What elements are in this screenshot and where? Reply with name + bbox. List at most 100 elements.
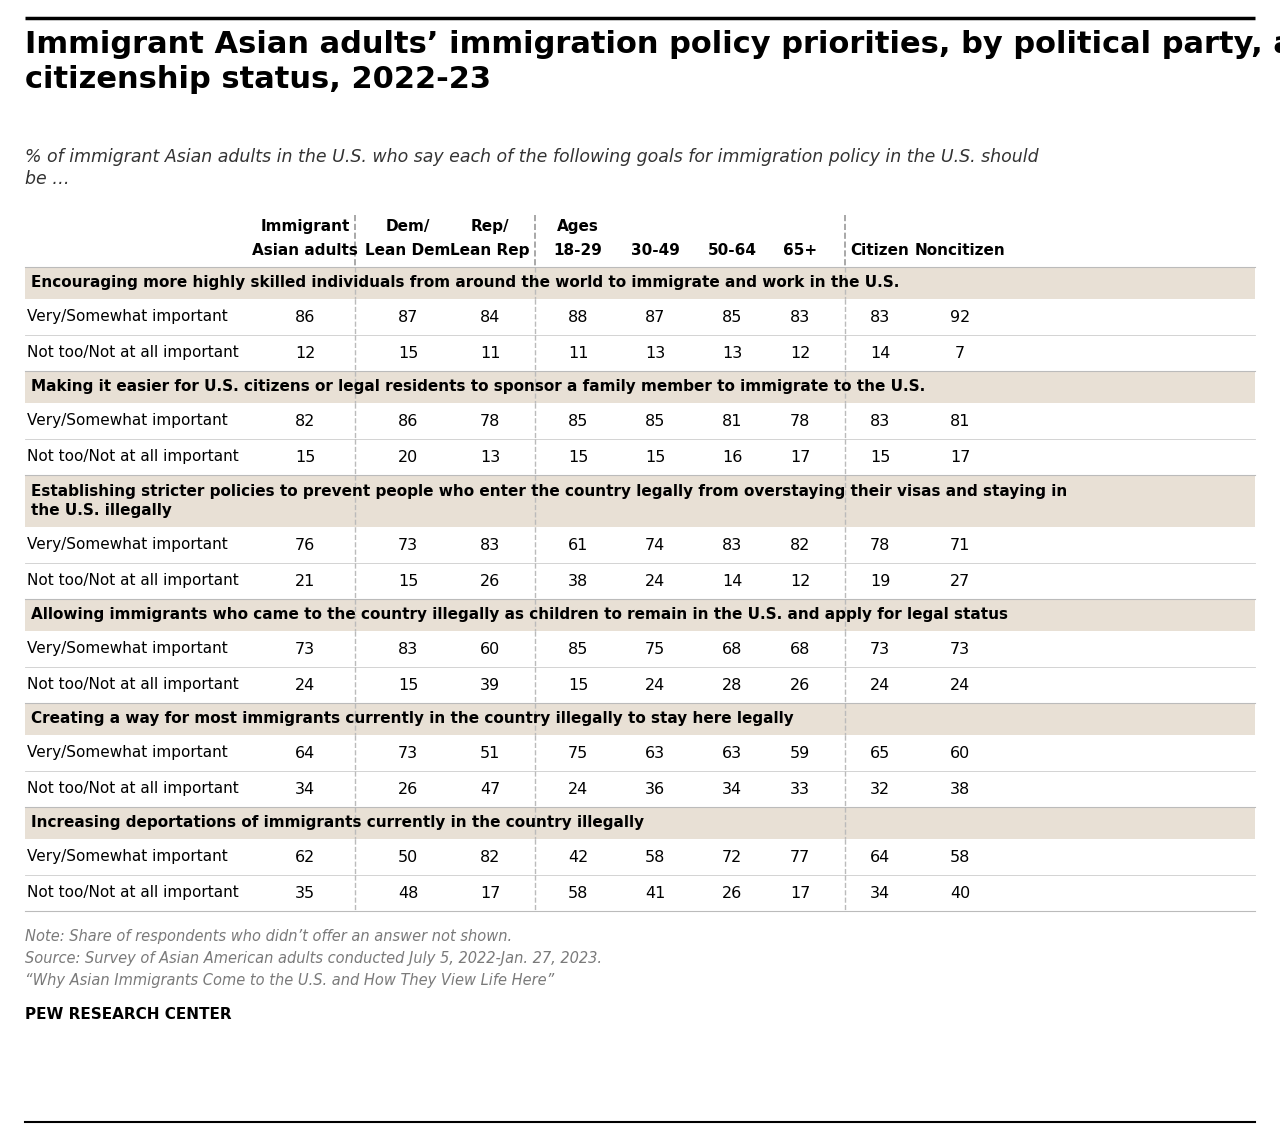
Text: Not too/Not at all important: Not too/Not at all important [27, 782, 239, 797]
Text: 18-29: 18-29 [553, 243, 603, 258]
Text: Not too/Not at all important: Not too/Not at all important [27, 886, 239, 901]
Bar [26, 475, 1254, 527]
Text: 65+: 65+ [783, 243, 817, 258]
Text: 84: 84 [480, 309, 500, 325]
Text: Noncitizen: Noncitizen [915, 243, 1005, 258]
Text: “Why Asian Immigrants Come to the U.S. and How They View Life Here”: “Why Asian Immigrants Come to the U.S. a… [26, 974, 554, 988]
Text: 76: 76 [294, 537, 315, 553]
Text: Lean Rep: Lean Rep [451, 243, 530, 258]
Text: 72: 72 [722, 849, 742, 864]
Text: 88: 88 [568, 309, 589, 325]
Text: Ages: Ages [557, 219, 599, 234]
Text: 48: 48 [398, 886, 419, 901]
Text: 73: 73 [870, 642, 890, 657]
Text: Very/Somewhat important: Very/Somewhat important [27, 849, 228, 864]
Text: Citizen: Citizen [851, 243, 909, 258]
Text: 15: 15 [398, 573, 419, 588]
Text: 32: 32 [870, 782, 890, 797]
Text: 83: 83 [398, 642, 419, 657]
Text: 39: 39 [480, 677, 500, 692]
Text: 78: 78 [790, 414, 810, 429]
Text: Immigrant Asian adults’ immigration policy priorities, by political party, age a: Immigrant Asian adults’ immigration poli… [26, 30, 1280, 93]
Text: 15: 15 [870, 449, 890, 464]
Text: 38: 38 [568, 573, 588, 588]
Text: 59: 59 [790, 746, 810, 760]
Text: 15: 15 [568, 677, 589, 692]
Text: 58: 58 [645, 849, 666, 864]
Bar [26, 267, 1254, 299]
Text: 11: 11 [568, 345, 589, 360]
Text: Very/Somewhat important: Very/Somewhat important [27, 414, 228, 429]
Text: Establishing stricter policies to prevent people who enter the country legally f: Establishing stricter policies to preven… [31, 484, 1068, 518]
Text: 68: 68 [790, 642, 810, 657]
Text: 17: 17 [950, 449, 970, 464]
Text: 13: 13 [645, 345, 666, 360]
Text: 58: 58 [568, 886, 589, 901]
Text: 87: 87 [645, 309, 666, 325]
Text: 47: 47 [480, 782, 500, 797]
Text: 85: 85 [568, 414, 589, 429]
Text: 78: 78 [870, 537, 890, 553]
Text: Not too/Not at all important: Not too/Not at all important [27, 449, 239, 464]
Text: 19: 19 [870, 573, 890, 588]
Text: 36: 36 [645, 782, 666, 797]
Text: 77: 77 [790, 849, 810, 864]
Text: 40: 40 [950, 886, 970, 901]
Bar [26, 703, 1254, 735]
Text: Not too/Not at all important: Not too/Not at all important [27, 677, 239, 692]
Text: 14: 14 [722, 573, 742, 588]
Text: 26: 26 [722, 886, 742, 901]
Text: 24: 24 [645, 677, 666, 692]
Text: 41: 41 [645, 886, 666, 901]
Text: Allowing immigrants who came to the country illegally as children to remain in t: Allowing immigrants who came to the coun… [31, 608, 1009, 622]
Text: 85: 85 [722, 309, 742, 325]
Text: 14: 14 [870, 345, 890, 360]
Text: 83: 83 [870, 414, 890, 429]
Text: 83: 83 [480, 537, 500, 553]
Text: 17: 17 [790, 886, 810, 901]
Text: 7: 7 [955, 345, 965, 360]
Text: 13: 13 [722, 345, 742, 360]
Text: 15: 15 [398, 345, 419, 360]
Text: 34: 34 [722, 782, 742, 797]
Text: 27: 27 [950, 573, 970, 588]
Text: 11: 11 [480, 345, 500, 360]
Text: 73: 73 [398, 746, 419, 760]
Text: 75: 75 [645, 642, 666, 657]
Text: Very/Somewhat important: Very/Somewhat important [27, 537, 228, 553]
Text: Dem/: Dem/ [385, 219, 430, 234]
Text: 86: 86 [398, 414, 419, 429]
Text: 68: 68 [722, 642, 742, 657]
Text: 92: 92 [950, 309, 970, 325]
Text: 82: 82 [480, 849, 500, 864]
Text: 34: 34 [870, 886, 890, 901]
Text: 38: 38 [950, 782, 970, 797]
Text: Increasing deportations of immigrants currently in the country illegally: Increasing deportations of immigrants cu… [31, 815, 644, 831]
Text: Not too/Not at all important: Not too/Not at all important [27, 345, 239, 360]
Text: Very/Somewhat important: Very/Somewhat important [27, 309, 228, 325]
Text: 21: 21 [294, 573, 315, 588]
Text: 34: 34 [294, 782, 315, 797]
Text: Source: Survey of Asian American adults conducted July 5, 2022-Jan. 27, 2023.: Source: Survey of Asian American adults … [26, 951, 602, 966]
Text: 15: 15 [568, 449, 589, 464]
Text: 65: 65 [870, 746, 890, 760]
Text: 12: 12 [790, 345, 810, 360]
Text: 17: 17 [480, 886, 500, 901]
Text: 26: 26 [790, 677, 810, 692]
Text: 73: 73 [950, 642, 970, 657]
Text: 82: 82 [790, 537, 810, 553]
Text: 30-49: 30-49 [631, 243, 680, 258]
Bar [26, 807, 1254, 839]
Text: Very/Somewhat important: Very/Somewhat important [27, 746, 228, 760]
Text: 83: 83 [790, 309, 810, 325]
Text: 81: 81 [950, 414, 970, 429]
Bar [26, 598, 1254, 632]
Text: 50-64: 50-64 [708, 243, 756, 258]
Text: 64: 64 [870, 849, 890, 864]
Text: 15: 15 [645, 449, 666, 464]
Text: 63: 63 [722, 746, 742, 760]
Text: 63: 63 [645, 746, 666, 760]
Text: 26: 26 [398, 782, 419, 797]
Text: 82: 82 [294, 414, 315, 429]
Text: Very/Somewhat important: Very/Somewhat important [27, 642, 228, 657]
